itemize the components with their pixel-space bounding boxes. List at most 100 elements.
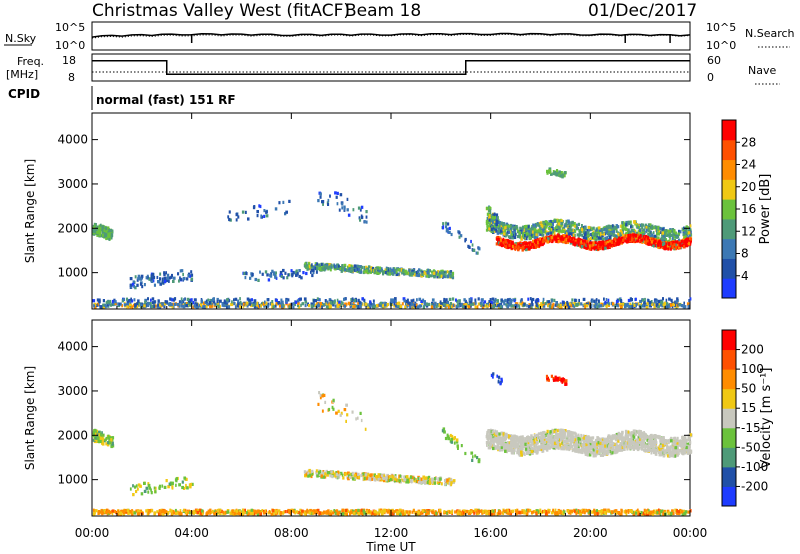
- scatter-echo: [131, 509, 134, 513]
- scatter-echo: [526, 242, 529, 246]
- scatter-echo: [105, 301, 108, 305]
- scatter-echo: [495, 225, 498, 229]
- scatter-echo: [627, 509, 629, 513]
- scatter-echo: [490, 301, 493, 305]
- scatter-echo: [678, 238, 680, 242]
- scatter-echo: [315, 270, 318, 274]
- scatter-echo: [316, 508, 320, 512]
- scatter-echo: [682, 305, 686, 309]
- scatter-echo: [204, 300, 207, 304]
- scatter-echo: [496, 299, 499, 303]
- scatter-echo: [508, 297, 512, 302]
- scatter-echo: [388, 272, 392, 276]
- scatter-echo: [642, 235, 645, 239]
- scatter-echo: [619, 237, 622, 241]
- scatter-echo: [258, 510, 261, 514]
- scatter-echo: [503, 302, 506, 306]
- scatter-echo: [327, 305, 330, 309]
- scatter-echo: [528, 303, 531, 307]
- scatter-echo: [319, 302, 322, 306]
- scatter-echo: [278, 511, 281, 515]
- scatter-echo: [506, 239, 509, 243]
- scatter-echo: [346, 197, 349, 201]
- scatter-echo: [186, 297, 190, 301]
- scatter-echo: [571, 232, 574, 236]
- scatter-echo: [483, 304, 487, 308]
- scatter-echo: [104, 226, 108, 230]
- scatter-echo: [578, 230, 582, 234]
- scatter-echo: [275, 271, 277, 275]
- scatter-echo: [446, 227, 449, 231]
- scatter-echo: [511, 244, 514, 249]
- scatter-echo: [313, 265, 316, 269]
- scatter-echo: [617, 304, 619, 308]
- scatter-echo: [392, 300, 394, 304]
- scatter-echo: [605, 298, 608, 302]
- scatter-echo: [439, 302, 442, 306]
- scatter-echo: [435, 271, 438, 275]
- scatter-echo: [267, 298, 270, 302]
- scatter-echo: [689, 230, 692, 234]
- scatter-echo: [621, 228, 624, 232]
- scatter-echo: [261, 301, 264, 305]
- scatter-echo: [627, 234, 629, 238]
- scatter-echo: [647, 299, 650, 303]
- scatter-echo: [377, 304, 380, 308]
- scatter-echo: [557, 219, 561, 223]
- scatter-echo: [132, 510, 135, 514]
- scatter-echo: [347, 301, 351, 305]
- scatter-echo: [512, 234, 515, 238]
- scatter-echo: [274, 304, 277, 308]
- scatter-echo: [430, 303, 433, 307]
- scatter-echo: [665, 233, 668, 237]
- scatter-echo: [568, 302, 572, 306]
- scatter-echo: [304, 304, 307, 308]
- scatter-echo: [269, 274, 273, 278]
- scatter-echo: [627, 228, 630, 232]
- scatter-echo: [235, 218, 238, 222]
- scatter-echo: [129, 300, 132, 304]
- scatter-echo: [667, 247, 670, 251]
- scatter-echo: [146, 301, 150, 305]
- scatter-echo: [311, 509, 315, 513]
- scatter-echo: [432, 271, 436, 275]
- scatter-echo: [341, 202, 344, 206]
- scatter-echo: [523, 511, 527, 515]
- scatter-echo: [408, 510, 411, 514]
- scatter-echo: [595, 228, 598, 232]
- scatter-echo: [310, 302, 314, 306]
- scatter-echo: [683, 240, 686, 244]
- scatter-echo: [347, 213, 351, 217]
- scatter-echo: [494, 220, 497, 224]
- scatter-echo: [526, 508, 530, 512]
- scatter-echo: [510, 234, 513, 238]
- scatter-echo: [159, 282, 162, 286]
- scatter-echo: [467, 510, 471, 514]
- scatter-echo: [622, 221, 625, 225]
- scatter-echo: [686, 302, 690, 306]
- scatter-echo: [327, 202, 330, 206]
- scatter-echo: [363, 268, 366, 272]
- scatter-echo: [379, 267, 383, 271]
- scatter-echo: [253, 299, 257, 303]
- scatter-echo: [114, 301, 117, 306]
- scatter-echo: [515, 226, 519, 230]
- scatter-echo: [679, 243, 682, 247]
- scatter-echo: [398, 508, 402, 512]
- scatter-echo: [174, 508, 177, 513]
- scatter-echo: [676, 297, 679, 301]
- scatter-echo: [306, 509, 309, 513]
- scatter-echo: [542, 304, 546, 308]
- scatter-echo: [582, 230, 586, 234]
- scatter-echo: [507, 509, 509, 513]
- scatter-echo: [573, 222, 576, 226]
- scatter-echo: [170, 303, 173, 307]
- scatter-echo: [275, 298, 278, 302]
- scatter-echo: [567, 229, 570, 233]
- scatter-echo: [502, 509, 505, 513]
- scatter-echo: [93, 304, 96, 308]
- scatter-echo: [99, 226, 102, 230]
- scatter-echo: [286, 510, 290, 514]
- scatter-echo: [528, 241, 531, 245]
- scatter-echo: [402, 512, 405, 516]
